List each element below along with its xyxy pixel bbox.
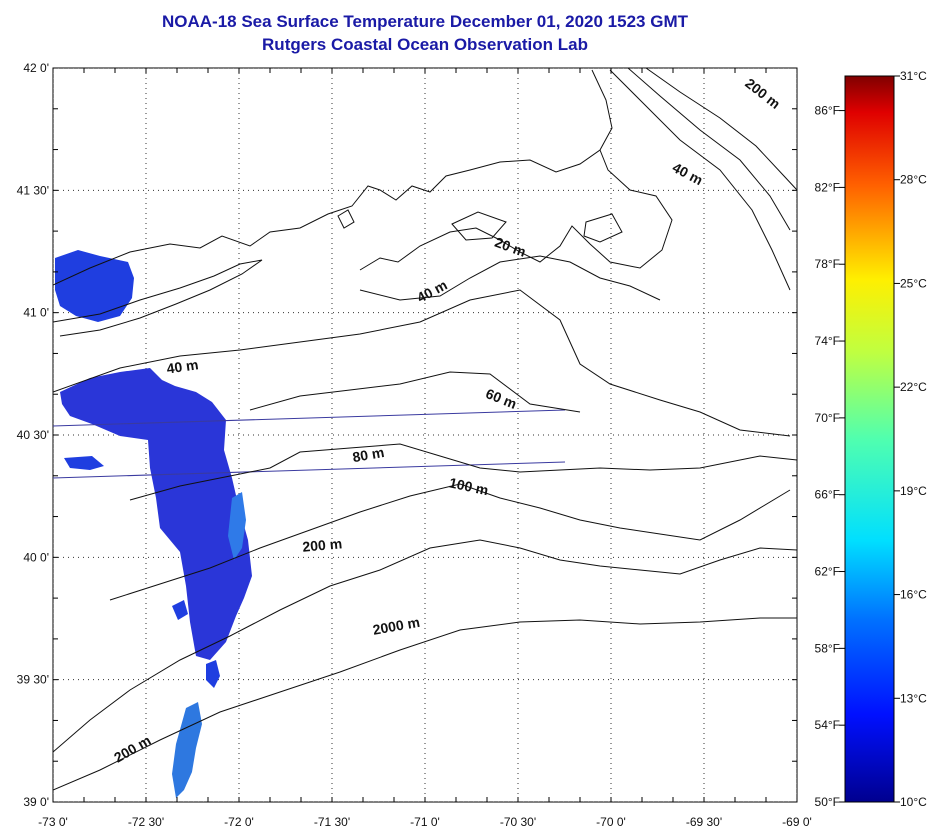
latitude-label: 42 0' (23, 61, 49, 75)
contour-20m (359, 255, 661, 301)
latitude-label: 40 0' (23, 550, 49, 564)
long-island (53, 259, 263, 337)
longitude-label: -70 30' (500, 815, 536, 829)
celsius-label: 10°C (900, 795, 927, 809)
nantucket (583, 213, 623, 243)
latitude-label: 39 30' (17, 673, 49, 687)
fahrenheit-label: 82°F (815, 180, 840, 194)
celsius-label: 31°C (900, 69, 927, 83)
colorbar (844, 75, 895, 803)
latitude-label: 41 30' (17, 183, 49, 197)
longitude-label: -72 30' (128, 815, 164, 829)
map-subtitle: Rutgers Coastal Ocean Observation Lab (262, 35, 588, 54)
map-title: NOAA-18 Sea Surface Temperature December… (162, 12, 688, 31)
longitude-label: -71 0' (410, 815, 440, 829)
longitude-label: -71 30' (314, 815, 350, 829)
fahrenheit-label: 78°F (815, 257, 840, 271)
contour-200m (53, 539, 797, 753)
sst-data-patches (55, 250, 252, 798)
transect-line-north (53, 409, 566, 427)
longitude-label: -69 0' (782, 815, 812, 829)
celsius-label: 22°C (900, 380, 927, 394)
longitude-label: -69 30' (686, 815, 722, 829)
celsius-label: 13°C (900, 691, 927, 705)
sst-patch-ne-small (172, 600, 188, 620)
contour-label: 40 m (166, 356, 200, 376)
fahrenheit-label: 70°F (815, 411, 840, 425)
graticule (53, 68, 797, 802)
longitude-label: -72 0' (224, 815, 254, 829)
celsius-label: 19°C (900, 484, 927, 498)
sst-patch-mid-speck (206, 660, 220, 688)
sst-patch-main-plume (60, 368, 252, 660)
latitude-label: 41 0' (23, 306, 49, 320)
fahrenheit-label: 74°F (815, 334, 840, 348)
contour-80m (129, 443, 797, 501)
coastline-and-bathymetry (53, 68, 797, 791)
fahrenheit-label: 54°F (815, 718, 840, 732)
contour-2000m (53, 617, 797, 791)
block-island (337, 209, 355, 229)
fahrenheit-label: 86°F (815, 104, 840, 118)
colorbar-celsius-labels: 31°C 28°C 25°C 22°C 19°C 16°C 13°C 10°C (894, 69, 927, 809)
fahrenheit-label: 58°F (815, 641, 840, 655)
longitude-label: -73 0' (38, 815, 68, 829)
fahrenheit-label: 62°F (815, 565, 840, 579)
longitude-label: -70 0' (596, 815, 626, 829)
contour-100m (109, 483, 791, 601)
contour-label: 200 m (302, 535, 343, 554)
contour-georges-40m (609, 69, 791, 291)
colorbar-fahrenheit-labels: 86°F 82°F 78°F 74°F 70°F 66°F 62°F 58°F 54°F 50°F (815, 104, 845, 809)
latitude-label: 39 0' (23, 795, 49, 809)
contour-georges-200m (627, 68, 791, 231)
sst-patch-east-edge (228, 492, 246, 560)
celsius-label: 25°C (900, 276, 927, 290)
new-england-coastline (53, 69, 613, 286)
marthas-vineyard (451, 211, 507, 241)
sst-patch-south-streak (172, 702, 202, 798)
contour-60m (249, 371, 581, 413)
latitude-labels: 42 0' 41 30' 41 0' 40 30' 40 0' 39 30' 39 0' (17, 61, 49, 809)
sst-patch-long-island (55, 250, 134, 322)
fahrenheit-label: 50°F (815, 795, 840, 809)
celsius-label: 16°C (900, 588, 927, 602)
transect-line-south (53, 461, 566, 479)
contour-georges-extra (645, 68, 797, 191)
contour-label: 80 m (351, 444, 385, 465)
contour-40m (53, 289, 791, 437)
sst-patch-small (64, 456, 104, 470)
celsius-label: 28°C (900, 173, 927, 187)
fahrenheit-label: 66°F (815, 488, 840, 502)
longitude-labels: -73 0' -72 30' -72 0' -71 30' -71 0' -70 30' -… (38, 815, 812, 829)
cape-cod (359, 149, 673, 271)
latitude-label: 40 30' (17, 428, 49, 442)
